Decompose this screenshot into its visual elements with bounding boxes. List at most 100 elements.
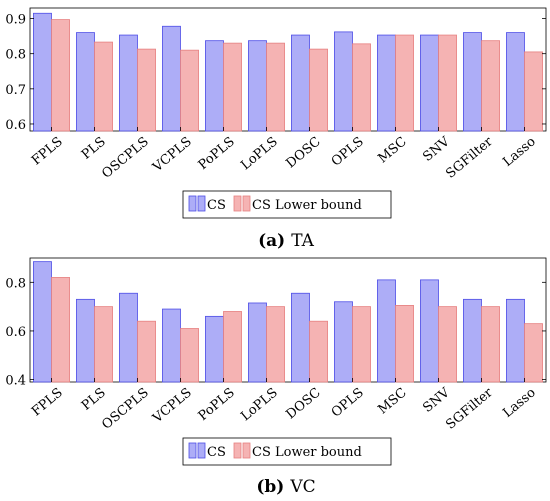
bar-cs-lower-bound-fpls [51,19,70,132]
legend-label-cs-lower-bound: CS Lower bound [252,198,362,213]
legend-label-cs: CS [207,198,226,213]
bar-cs-lasso [506,32,525,132]
x-tick-label-sgfilter: SGFilter [443,134,496,182]
bar-cs-lower-bound-oscpls [137,320,156,383]
bar-cs-popls [205,40,224,132]
bar-cs-popls [205,315,224,383]
legend: CS CS Lower bound [182,437,392,466]
y-axis-ticks: 0.6 0.7 0.8 0.9 [5,13,546,133]
bar-cs-lower-bound-popls [223,311,242,383]
bar-cs-sgfilter [463,298,482,383]
legend: CS CS Lower bound [182,190,392,219]
bars-group [33,261,543,383]
x-tick-label-fpls: FPLS [29,385,66,419]
bar-cs-dosc [291,292,310,383]
bar-cs-pls [76,298,95,383]
x-tick-label-pls: PLS [79,385,109,413]
legend-swatch-cs [188,195,197,212]
bar-cs-lower-bound-popls [223,42,242,132]
bar-cs-sgfilter [463,32,482,132]
y-tick-label: 0.4 [5,374,26,389]
bar-cs-pls [76,32,95,132]
bar-cs-lower-bound-snv [438,306,457,383]
x-tick-label-msc: MSC [375,385,409,417]
bar-cs-lower-bound-fpls [51,277,70,383]
x-tick-label-snv: SNV [420,134,453,165]
bar-cs-lower-bound-msc [395,34,414,132]
y-tick-label: 0.6 [5,325,26,340]
y-tick-label: 0.8 [5,48,26,63]
x-tick-label-oscpls: OSCPLS [99,134,151,181]
y-tick-label: 0.8 [5,276,26,291]
legend-swatch-cs-2 [197,442,206,459]
y-tick-label: 0.9 [5,13,26,28]
bar-cs-lower-bound-lopls [266,306,285,383]
legend-label-cs: CS [207,445,226,460]
x-tick-label-lasso: Lasso [500,134,539,170]
legend-label-cs-lower-bound: CS Lower bound [252,445,362,460]
legend-swatch-cs-lower [233,442,242,459]
panel-title-vc: VC [289,477,315,497]
x-tick-label-opls: OPLS [329,134,367,169]
y-tick-label: 0.6 [5,118,26,133]
x-tick-label-sgfilter: SGFilter [443,385,496,433]
bar-cs-msc [377,279,396,383]
bar-cs-lower-bound-lopls [266,42,285,132]
bar-cs-lower-bound-snv [438,34,457,132]
bar-cs-lopls [248,40,267,132]
plot-frame [29,257,547,383]
panel-caption-ta: (a) TA [258,231,315,251]
bar-cs-snv [420,279,439,383]
bar-cs-lower-bound-lasso [524,323,543,383]
bar-cs-lower-bound-sgfilter [481,40,500,132]
x-tick-label-vcpls: VCPLS [149,385,194,426]
bar-cs-fpls [33,261,52,383]
x-tick-label-lasso: Lasso [500,385,539,421]
x-tick-label-dosc: DOSC [283,385,323,422]
bar-cs-vcpls [162,308,181,383]
legend-swatch-cs-lower [233,195,242,212]
bars-group [33,12,543,132]
bar-cs-lower-bound-oscpls [137,48,156,132]
legend-swatch-cs-lower-2 [242,195,251,212]
bar-cs-lower-bound-vcpls [180,328,199,383]
x-tick-label-pls: PLS [79,134,109,162]
bar-cs-lower-bound-dosc [309,48,328,132]
bar-cs-lopls [248,302,267,383]
bar-cs-fpls [33,12,52,132]
bar-cs-lower-bound-dosc [309,320,328,383]
x-tick-label-popls: PoPLS [196,385,238,424]
bar-cs-lower-bound-vcpls [180,49,199,132]
panel-title-ta: TA [291,231,314,251]
bar-cs-lasso [506,298,525,383]
plot-frame [29,7,547,132]
bar-cs-oscpls [119,34,138,132]
bar-cs-lower-bound-msc [395,305,414,383]
bar-cs-dosc [291,34,310,132]
x-tick-label-dosc: DOSC [283,134,323,171]
x-tick-label-vcpls: VCPLS [149,134,194,175]
legend-swatch-cs-2 [197,195,206,212]
bar-cs-msc [377,34,396,132]
legend-swatch-cs [188,442,197,459]
x-tick-label-popls: PoPLS [196,134,238,173]
y-tick-label: 0.7 [5,83,26,98]
panel-label-b: (b) [256,477,284,497]
x-tick-label-msc: MSC [375,134,409,166]
bar-cs-lower-bound-pls [94,306,113,383]
x-tick-label-lopls: LoPLS [238,385,280,424]
bar-cs-oscpls [119,292,138,383]
x-tick-label-oscpls: OSCPLS [99,385,151,432]
x-tick-label-opls: OPLS [329,385,367,420]
legend-box [182,190,392,219]
y-axis-ticks: 0.4 0.6 0.8 [5,276,546,389]
x-tick-label-lopls: LoPLS [238,134,280,173]
bar-cs-vcpls [162,25,181,132]
panel-label-a: (a) [258,231,285,251]
bar-cs-lower-bound-lasso [524,51,543,132]
